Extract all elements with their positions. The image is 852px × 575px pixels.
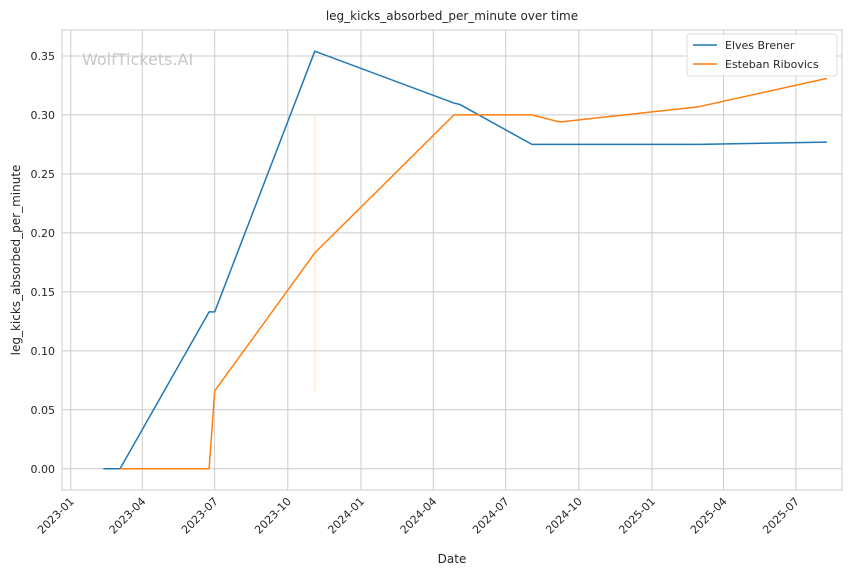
watermark-text: WolfTickets.AI xyxy=(82,50,193,69)
plot-area xyxy=(61,29,843,491)
y-tick-label: 0.15 xyxy=(31,286,56,299)
legend-label: Elves Brener xyxy=(725,39,795,52)
y-tick-label: 0.20 xyxy=(31,227,56,240)
x-tick-label: 2025-01 xyxy=(616,495,658,537)
series-line-esteban-ribovics xyxy=(120,77,828,470)
y-tick-label: 0.25 xyxy=(31,168,56,181)
y-axis-label: leg_kicks_absorbed_per_minute xyxy=(9,165,23,356)
x-tick-label: 2024-04 xyxy=(398,495,440,537)
x-tick-label: 2025-04 xyxy=(688,495,730,537)
x-tick-label: 2024-10 xyxy=(543,495,585,537)
x-tick-label: 2023-07 xyxy=(179,495,221,537)
legend-box xyxy=(686,33,838,77)
chart-title: leg_kicks_absorbed_per_minute over time xyxy=(326,9,578,23)
y-tick-label: 0.35 xyxy=(31,50,56,63)
x-tick-label: 2025-07 xyxy=(760,495,802,537)
x-axis-ticks: 2023-01 2023-04 2023-07 2023-10 2024-01 2024-… xyxy=(35,495,802,537)
y-tick-label: 0.30 xyxy=(31,109,56,122)
x-tick-label: 2024-01 xyxy=(325,495,367,537)
x-tick-label: 2023-10 xyxy=(252,495,294,537)
y-tick-label: 0.05 xyxy=(31,404,56,417)
legend-label: Esteban Ribovics xyxy=(725,58,819,71)
x-tick-label: 2023-01 xyxy=(35,495,77,537)
x-tick-label: 2023-04 xyxy=(107,495,149,537)
legend: Elves Brener Esteban Ribovics xyxy=(686,33,838,77)
series-line-elves-brener xyxy=(103,50,827,470)
y-tick-label: 0.00 xyxy=(31,463,56,476)
series-lines xyxy=(103,50,828,470)
x-axis-label: Date xyxy=(438,552,467,566)
y-tick-label: 0.10 xyxy=(31,345,56,358)
grid xyxy=(62,30,842,490)
y-axis-ticks: 0.00 0.05 0.10 0.15 0.20 0.25 0.30 0.35 xyxy=(31,50,56,476)
x-tick-label: 2024-07 xyxy=(470,495,512,537)
